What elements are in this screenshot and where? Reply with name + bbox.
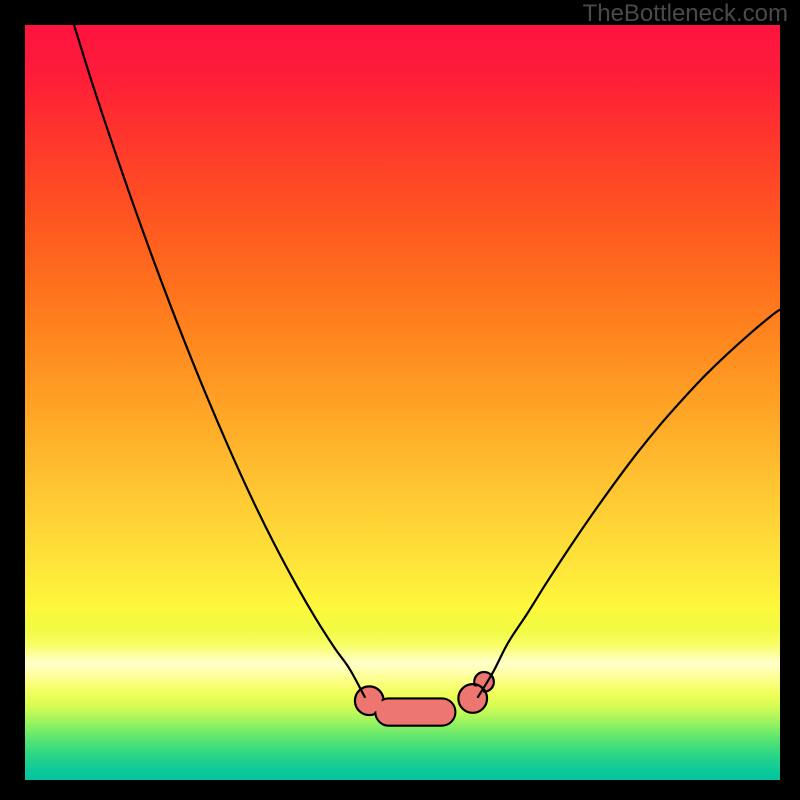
plot-area	[25, 25, 780, 780]
curves-layer	[25, 25, 780, 780]
left-curve	[74, 25, 365, 697]
watermark-text: TheBottleneck.com	[583, 0, 788, 28]
chart-canvas: TheBottleneck.com	[0, 0, 800, 800]
right-curve	[478, 310, 780, 697]
bottom-marker-shape	[355, 672, 494, 726]
